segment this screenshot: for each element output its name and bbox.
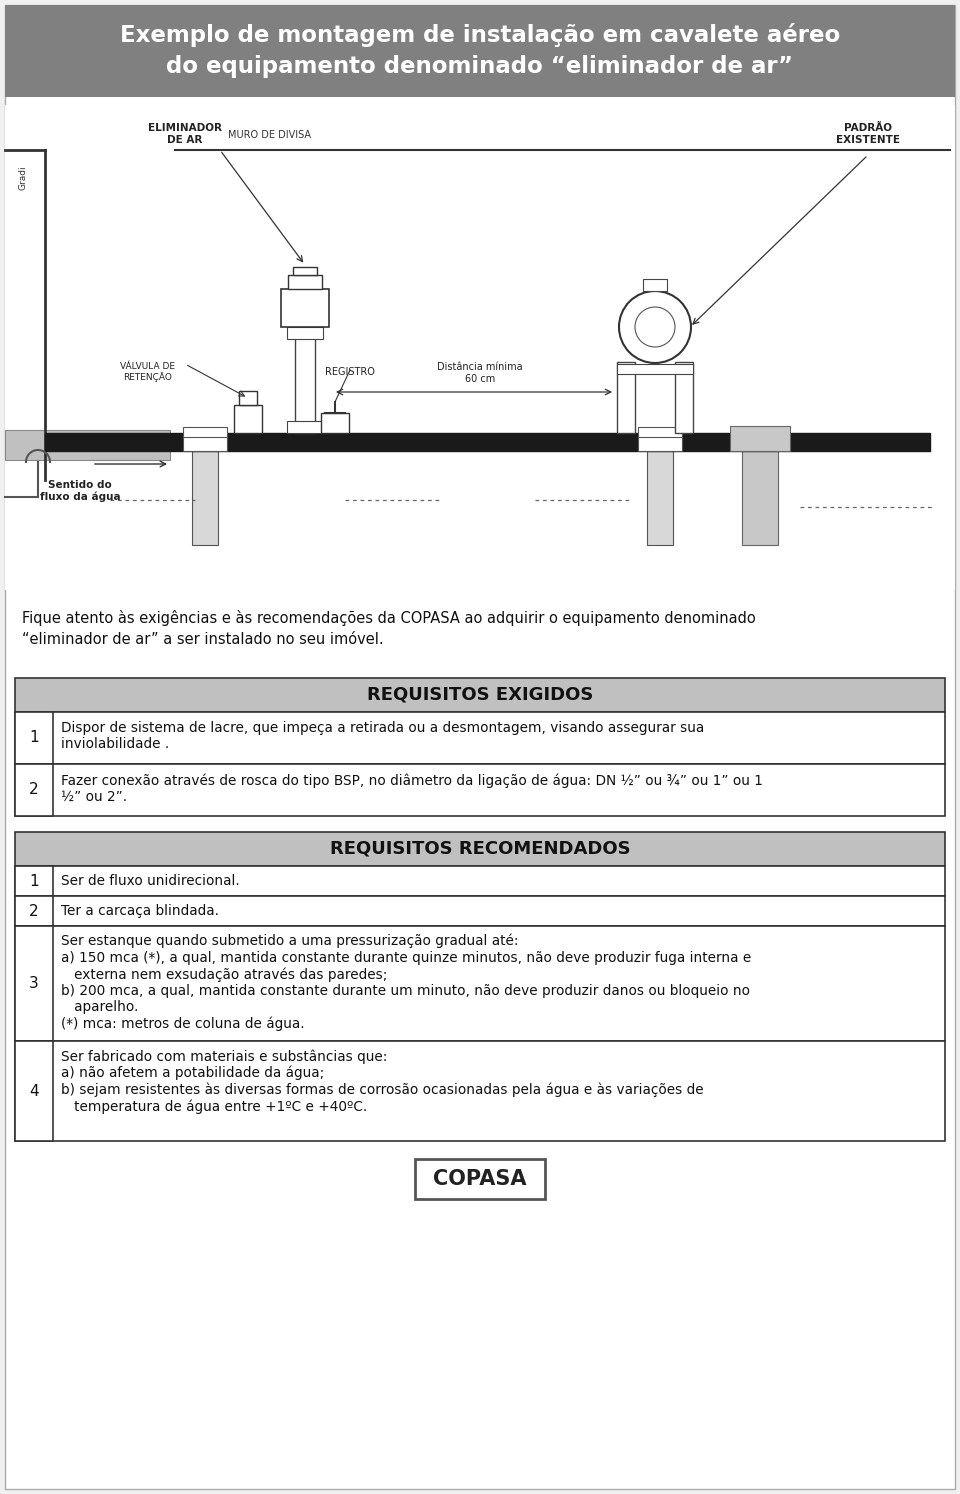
Bar	[5, 4, 955, 97]
Circle shape	[619, 291, 691, 363]
Text: Fazer conexão através de rosca do tipo BSP, no diâmetro da ligação de água: DN ½: Fazer conexão através de rosca do tipo B…	[61, 772, 763, 804]
Text: 3: 3	[29, 976, 38, 991]
Bar	[15, 713, 945, 763]
Bar	[287, 327, 323, 339]
Bar	[15, 763, 945, 816]
Bar	[15, 896, 53, 926]
Bar	[617, 365, 693, 374]
Bar	[617, 362, 635, 433]
Bar	[15, 1041, 53, 1141]
Text: “eliminador de ar” a ser instalado no seu imóvel.: “eliminador de ar” a ser instalado no se…	[22, 632, 384, 647]
Bar	[295, 327, 315, 433]
Bar	[415, 1159, 545, 1200]
Bar	[638, 435, 682, 451]
Bar	[15, 926, 53, 1041]
Text: ELIMINADOR
DE AR: ELIMINADOR DE AR	[148, 123, 222, 145]
Bar	[321, 412, 349, 433]
Bar	[15, 832, 945, 867]
Text: 4: 4	[29, 1083, 38, 1098]
Text: Distância mínima
60 cm: Distância mínima 60 cm	[437, 363, 523, 384]
Bar	[15, 713, 53, 763]
Bar	[183, 427, 227, 438]
Bar	[293, 267, 317, 275]
Bar	[675, 362, 693, 433]
Bar	[288, 275, 322, 288]
Text: 1: 1	[29, 874, 38, 889]
Text: Sentido do
fluxo da água: Sentido do fluxo da água	[39, 480, 120, 502]
Bar	[287, 421, 323, 433]
Bar	[192, 451, 218, 545]
Text: REQUISITOS RECOMENDADOS: REQUISITOS RECOMENDADOS	[329, 840, 631, 858]
Text: Ser fabricado com materiais e substâncias que:
a) não afetem a potabilidade da á: Ser fabricado com materiais e substância…	[61, 1049, 704, 1115]
Text: Gradi: Gradi	[18, 164, 27, 190]
Circle shape	[635, 306, 675, 347]
Bar	[5, 105, 955, 590]
Text: Ser de fluxo unidirecional.: Ser de fluxo unidirecional.	[61, 874, 240, 887]
Text: Ser estanque quando submetido a uma pressurização gradual até:
a) 150 mca (*), a: Ser estanque quando submetido a uma pres…	[61, 934, 752, 1031]
Bar	[15, 926, 945, 1041]
Bar	[643, 279, 667, 291]
Text: VÁLVULA DE
RETENÇÃO: VÁLVULA DE RETENÇÃO	[121, 362, 176, 382]
Text: 1: 1	[29, 731, 38, 746]
Bar	[15, 1041, 945, 1141]
Bar	[15, 896, 945, 926]
Text: Fique atento às exigências e às recomendações da COPASA ao adquirir o equipament: Fique atento às exigências e às recomend…	[22, 610, 756, 626]
Text: do equipamento denominado “eliminador de ar”: do equipamento denominado “eliminador de…	[166, 55, 794, 79]
Text: Ter a carcaça blindada.: Ter a carcaça blindada.	[61, 904, 219, 917]
Bar	[15, 678, 945, 713]
Bar	[638, 427, 682, 438]
Text: Dispor de sistema de lacre, que impeça a retirada ou a desmontagem, visando asse: Dispor de sistema de lacre, que impeça a…	[61, 722, 705, 751]
Text: 2: 2	[29, 904, 38, 919]
Text: COPASA: COPASA	[433, 1168, 527, 1189]
Bar	[15, 867, 53, 896]
Bar	[15, 763, 53, 816]
Bar	[183, 435, 227, 451]
Text: REQUISITOS EXIGIDOS: REQUISITOS EXIGIDOS	[367, 686, 593, 704]
Bar	[730, 426, 790, 451]
Bar	[234, 405, 262, 433]
Bar	[239, 391, 257, 405]
Bar	[15, 867, 945, 896]
Bar	[5, 430, 170, 460]
Bar	[647, 451, 673, 545]
Text: REGISTRO: REGISTRO	[325, 368, 375, 376]
Text: Exemplo de montagem de instalação em cavalete aéreo: Exemplo de montagem de instalação em cav…	[120, 22, 840, 46]
Bar	[281, 288, 329, 327]
Bar	[742, 451, 778, 545]
Text: 2: 2	[29, 783, 38, 798]
Text: PADRÃO
EXISTENTE: PADRÃO EXISTENTE	[836, 123, 900, 145]
Text: MURO DE DIVISA: MURO DE DIVISA	[228, 130, 311, 140]
